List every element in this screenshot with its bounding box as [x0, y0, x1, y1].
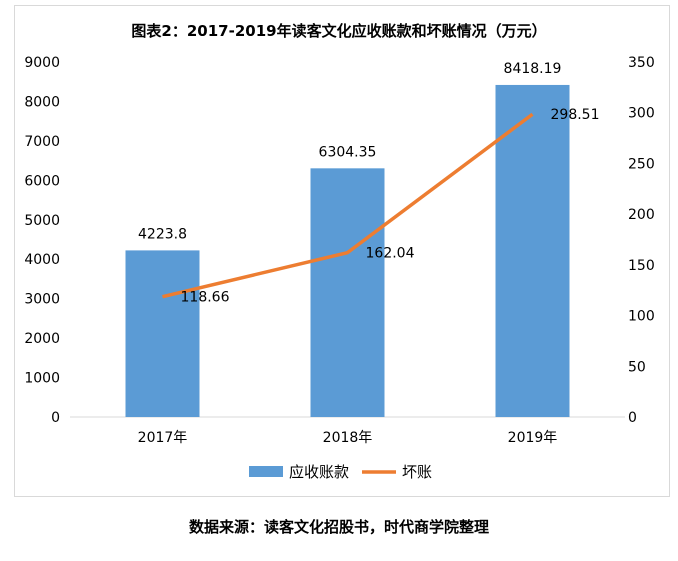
- x-tick-label: 2019年: [508, 430, 558, 446]
- y-right-tick-label: 150: [628, 258, 655, 274]
- line-data-label: 118.66: [181, 290, 230, 306]
- source-note: 数据来源：读客文化招股书，时代商学院整理: [188, 518, 489, 536]
- y-right-tick-label: 0: [628, 410, 637, 426]
- y-left-tick-label: 4000: [24, 252, 60, 268]
- bar-data-label: 4223.8: [138, 226, 187, 242]
- y-right-tick-label: 250: [628, 156, 655, 172]
- bar-data-label: 6304.35: [319, 144, 377, 160]
- legend-label-line: 坏账: [402, 463, 432, 481]
- y-right-tick-label: 350: [628, 55, 655, 71]
- y-left-tick-label: 7000: [24, 134, 60, 150]
- chart-title: 图表2：2017-2019年读客文化应收账款和坏账情况（万元）: [131, 22, 546, 40]
- chart-frame: [14, 5, 670, 497]
- y-left-tick-label: 3000: [24, 292, 60, 308]
- bar-data-label: 8418.19: [504, 61, 562, 77]
- y-left-tick-label: 5000: [24, 213, 60, 229]
- legend-swatch-bar: [249, 466, 283, 477]
- bar-2019年: [495, 84, 570, 418]
- y-right-tick-label: 300: [628, 106, 655, 122]
- y-left-tick-label: 1000: [24, 371, 60, 387]
- y-left-tick-label: 2000: [24, 331, 60, 347]
- y-left-tick-label: 8000: [24, 94, 60, 110]
- y-right-tick-label: 200: [628, 207, 655, 223]
- y-left-tick-label: 6000: [24, 173, 60, 189]
- line-data-label: 298.51: [551, 107, 600, 123]
- line-data-label: 162.04: [366, 246, 415, 262]
- y-right-tick-label: 100: [628, 309, 655, 325]
- legend-label-bar: 应收账款: [289, 463, 349, 481]
- y-left-tick-label: 9000: [24, 55, 60, 71]
- x-tick-label: 2018年: [323, 430, 373, 446]
- x-tick-label: 2017年: [138, 430, 188, 446]
- line-series-坏账: [162, 112, 534, 299]
- bar-2018年: [310, 168, 385, 417]
- bar-2017年: [125, 250, 200, 417]
- chart: 图表2：2017-2019年读客文化应收账款和坏账情况（万元）010002000…: [24, 22, 655, 481]
- y-left-tick-label: 0: [51, 410, 60, 426]
- y-right-tick-label: 50: [628, 359, 646, 375]
